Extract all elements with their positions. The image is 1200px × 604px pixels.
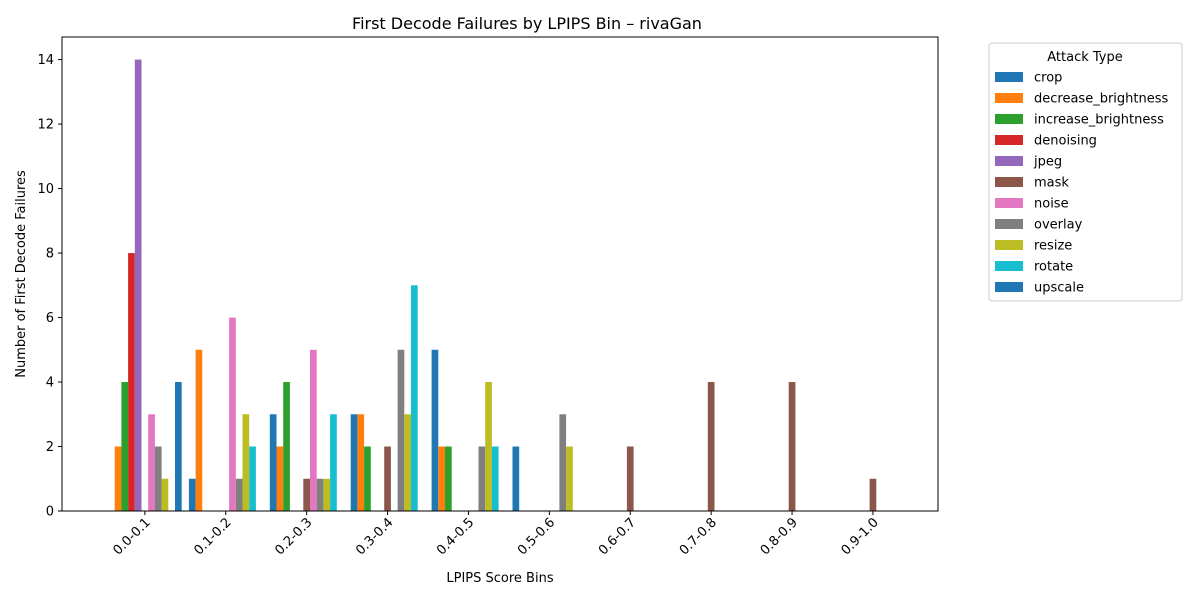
legend-swatch-overlay: [995, 219, 1023, 229]
x-tick-label: 0.9-1.0: [839, 515, 882, 558]
bar-overlay-0.5-0.6: [559, 414, 567, 511]
bar-resize-0.4-0.5: [485, 382, 492, 511]
bar-rotate-0.3-0.4: [411, 285, 418, 511]
x-tick-label: 0.2-0.3: [272, 515, 315, 558]
y-axis-label: Number of First Decode Failures: [14, 170, 29, 378]
y-axis: 0 2 4 6 8 10 12 14: [37, 53, 62, 520]
legend-label-jpeg: jpeg: [1033, 155, 1062, 170]
bar-mask-0.9-1.0: [869, 478, 877, 511]
bar-overlay-0.2-0.3: [316, 478, 324, 511]
legend-swatch-noise: [995, 198, 1023, 208]
legend: Attack Type crop decrease_brightnessincre…: [988, 42, 1183, 302]
bar-decrease_brightness-0.0-0.1: [114, 446, 122, 511]
bar-resize-0.1-0.2: [242, 414, 250, 511]
y-tick-label: 8: [46, 247, 54, 262]
legend-swatch-resize: [995, 240, 1023, 250]
legend-swatch-mask: [995, 177, 1023, 187]
legend-swatch-increase_brightness: [995, 114, 1023, 124]
legend-label-rotate: rotate: [1034, 260, 1073, 275]
bar-overlay-0.3-0.4: [397, 349, 405, 511]
legend-swatch-jpeg: [995, 156, 1023, 166]
legend-swatch-upscale: [995, 282, 1023, 292]
bar-decrease_brightness-0.2-0.3: [276, 446, 284, 511]
chart-title: First Decode Failures by LPIPS Bin – riv…: [352, 14, 702, 33]
bar-crop-0.3-0.4: [350, 414, 358, 511]
x-tick-label: 0.7-0.8: [677, 515, 720, 558]
legend-swatch-rotate: [995, 261, 1023, 271]
bar-overlay-0.0-0.1: [154, 446, 162, 511]
legend-label-overlay: overlay: [1034, 218, 1083, 233]
bar-noise-0.1-0.2: [229, 317, 236, 511]
plot-frame: [61, 36, 939, 512]
bar-noise-0.0-0.1: [148, 414, 155, 511]
bar-increase_brightness-0.0-0.1: [121, 382, 129, 511]
x-axis-label: LPIPS Score Bins: [446, 571, 553, 586]
bar-jpeg-0.0-0.1: [134, 59, 142, 511]
bar-denoising-0.0-0.1: [128, 253, 135, 512]
legend-swatch-decrease_brightness: [995, 93, 1023, 103]
y-tick-label: 14: [37, 53, 54, 68]
bar-resize-0.3-0.4: [404, 414, 411, 511]
x-tick-label: 0.0-0.1: [111, 515, 154, 558]
legend-label-increase_brightness: increase_brightness: [1034, 113, 1164, 128]
bar-noise-0.2-0.3: [310, 349, 317, 511]
x-tick-label: 0.5-0.6: [515, 515, 558, 558]
legend-frame: [988, 42, 1183, 302]
bar-mask-0.2-0.3: [303, 478, 310, 511]
bar-crop-0.4-0.5: [431, 349, 439, 511]
bar-crop-0.1-0.2: [188, 478, 196, 511]
x-tick-label: 0.8-0.9: [758, 515, 801, 558]
legend-title: Attack Type: [1047, 50, 1123, 65]
x-tick-label: 0.1-0.2: [191, 515, 234, 558]
bar-mask-0.7-0.8: [707, 382, 715, 511]
bar-mask-0.3-0.4: [384, 446, 391, 511]
legend-label-mask: mask: [1034, 176, 1069, 191]
bar-overlay-0.4-0.5: [478, 446, 486, 511]
bar-decrease_brightness-0.3-0.4: [357, 414, 365, 511]
bar-rotate-0.1-0.2: [249, 446, 256, 511]
x-tick-label: 0.4-0.5: [434, 515, 477, 558]
x-axis: 0.0-0.1 0.1-0.2 0.2-0.3 0.3-0.4 0.4-0.5 0.5-0…: [111, 511, 882, 558]
bars-group: [114, 59, 877, 512]
bar-crop-0.5-0.6: [512, 446, 520, 511]
bar-increase_brightness-0.4-0.5: [445, 446, 452, 511]
bar-rotate-0.4-0.5: [491, 446, 499, 511]
legend-label-denoising: denoising: [1034, 134, 1097, 149]
y-tick-label: 6: [46, 311, 54, 326]
bar-crop-0.2-0.3: [269, 414, 277, 511]
bar-upscale-0.0-0.1: [175, 382, 182, 511]
legend-items: crop decrease_brightness increase_brightne…: [995, 71, 1168, 296]
y-tick-label: 2: [46, 440, 54, 455]
legend-swatch-denoising: [995, 135, 1023, 145]
y-tick-label: 4: [46, 376, 54, 391]
legend-label-upscale: upscale: [1034, 281, 1084, 296]
bar-resize-0.5-0.6: [566, 446, 573, 511]
y-tick-label: 0: [46, 505, 54, 520]
y-tick-label: 10: [37, 182, 54, 197]
bar-mask-0.8-0.9: [788, 382, 796, 511]
y-tick-label: 12: [37, 118, 54, 133]
bar-decrease_brightness-0.1-0.2: [195, 349, 203, 511]
x-tick-label: 0.6-0.7: [596, 515, 639, 558]
bar-resize-0.2-0.3: [323, 478, 331, 511]
legend-label-decrease_brightness: decrease_brightness: [1034, 92, 1168, 107]
legend-label-crop: crop: [1034, 71, 1062, 86]
bar-increase_brightness-0.3-0.4: [364, 446, 371, 511]
x-tick-label: 0.3-0.4: [353, 515, 396, 558]
bar-overlay-0.1-0.2: [235, 478, 243, 511]
bar-decrease_brightness-0.4-0.5: [438, 446, 445, 511]
bar-mask-0.6-0.7: [626, 446, 634, 511]
legend-label-resize: resize: [1034, 239, 1072, 254]
legend-swatch-crop: [995, 72, 1023, 82]
legend-label-noise: noise: [1034, 197, 1069, 212]
bar-increase_brightness-0.2-0.3: [283, 382, 290, 511]
bar-resize-0.0-0.1: [161, 478, 169, 511]
bar-rotate-0.2-0.3: [330, 414, 337, 511]
